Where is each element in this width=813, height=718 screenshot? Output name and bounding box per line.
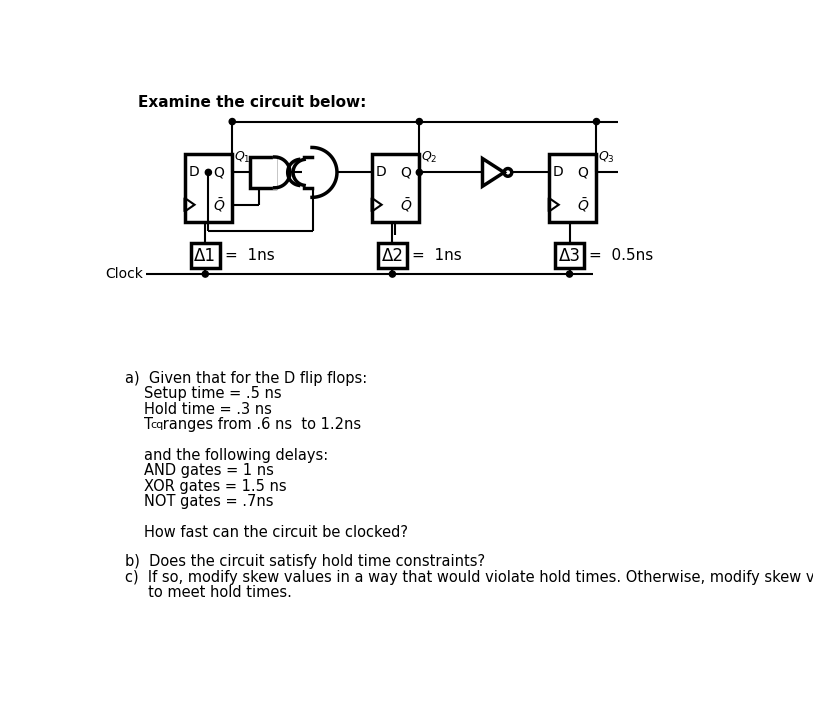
Circle shape — [567, 271, 572, 277]
Text: c)  If so, modify skew values in a way that would violate hold times. Otherwise,: c) If so, modify skew values in a way th… — [125, 569, 813, 584]
Circle shape — [416, 169, 423, 175]
Circle shape — [593, 118, 599, 125]
Text: Δ3: Δ3 — [559, 246, 580, 264]
Bar — [372, 154, 420, 222]
Text: cq: cq — [150, 419, 164, 429]
Text: D: D — [553, 165, 563, 180]
Text: Q: Q — [400, 165, 411, 180]
Text: and the following delays:: and the following delays: — [144, 448, 328, 463]
Text: D: D — [189, 165, 199, 180]
Text: =  0.5ns: = 0.5ns — [589, 248, 653, 263]
Circle shape — [202, 271, 208, 277]
Bar — [191, 243, 220, 268]
Text: $\bar{Q}$: $\bar{Q}$ — [577, 196, 589, 214]
Text: D: D — [376, 165, 386, 180]
Circle shape — [416, 118, 423, 125]
Text: NOT gates = .7ns: NOT gates = .7ns — [144, 494, 273, 509]
Text: Δ2: Δ2 — [381, 246, 403, 264]
Text: $\bar{Q}$: $\bar{Q}$ — [213, 196, 225, 214]
Bar — [185, 154, 233, 222]
Text: $Q_2$: $Q_2$ — [421, 149, 437, 164]
Text: Clock: Clock — [105, 267, 143, 281]
Bar — [549, 154, 597, 222]
Text: a)  Given that for the D flip flops:: a) Given that for the D flip flops: — [125, 371, 367, 386]
Text: AND gates = 1 ns: AND gates = 1 ns — [144, 463, 273, 478]
Text: =  1ns: = 1ns — [224, 248, 274, 263]
Text: Setup time = .5 ns: Setup time = .5 ns — [144, 386, 281, 401]
Bar — [555, 243, 584, 268]
Circle shape — [229, 118, 235, 125]
Circle shape — [206, 169, 211, 175]
Text: How fast can the circuit be clocked?: How fast can the circuit be clocked? — [144, 525, 407, 540]
Text: b)  Does the circuit satisfy hold time constraints?: b) Does the circuit satisfy hold time co… — [125, 554, 485, 569]
Text: XOR gates = 1.5 ns: XOR gates = 1.5 ns — [144, 479, 286, 494]
Circle shape — [389, 271, 395, 277]
Text: =  1ns: = 1ns — [411, 248, 462, 263]
Text: ranges from .6 ns  to 1.2ns: ranges from .6 ns to 1.2ns — [159, 417, 362, 432]
Text: Δ1: Δ1 — [194, 246, 216, 264]
Text: Q: Q — [577, 165, 588, 180]
Bar — [250, 157, 275, 188]
Text: Examine the circuit below:: Examine the circuit below: — [138, 95, 367, 111]
Text: $Q_1$: $Q_1$ — [234, 149, 250, 164]
Text: $\bar{Q}$: $\bar{Q}$ — [400, 196, 412, 214]
Text: Hold time = .3 ns: Hold time = .3 ns — [144, 402, 272, 417]
Bar — [378, 243, 407, 268]
Text: Q: Q — [213, 165, 224, 180]
Text: to meet hold times.: to meet hold times. — [125, 585, 292, 600]
Text: T: T — [144, 417, 153, 432]
Text: $Q_3$: $Q_3$ — [598, 149, 615, 164]
